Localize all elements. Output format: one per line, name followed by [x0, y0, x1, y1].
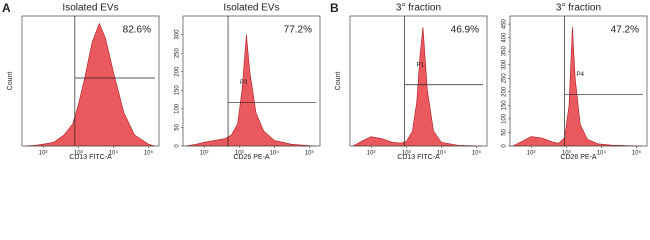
x-tick-label: 10⁵ [632, 150, 642, 157]
gate-label: P3 [240, 80, 248, 86]
y-tick-label: 0 [502, 144, 508, 148]
x-tick-label: 10² [39, 151, 48, 157]
y-tick-label: 150 [502, 100, 508, 111]
figure: A Isolated EVs 10² 10³ 10⁴ 10⁵ CD13 FITC-A Coun… [2, 1, 648, 161]
panel-label: B [330, 1, 339, 15]
panel-label: A [2, 1, 11, 15]
plot-frame [509, 15, 648, 147]
y-axis-label: Count [335, 72, 342, 91]
x-tick-label: 10⁵ [472, 150, 482, 157]
y-axis-label: Count [7, 72, 14, 91]
histogram [352, 27, 483, 147]
plot-frame [21, 15, 160, 147]
x-tick-label: 10² [527, 151, 536, 157]
y-tick-label: 200 [502, 86, 508, 97]
histogram [24, 22, 155, 147]
y-tick-label: 50 [175, 123, 181, 130]
x-tick-label: 10³ [74, 151, 83, 157]
plot-frame [349, 15, 488, 147]
y-tick-label: 100 [175, 103, 181, 114]
x-axis-label: CD13 FITC-A [397, 154, 440, 161]
gate-percent: 77.2% [284, 25, 312, 36]
chart-title: Isolated EVs [62, 3, 118, 14]
chart-title: 3° fraction [396, 3, 441, 14]
chart-title: Isolated EVs [223, 3, 279, 14]
gate-label: P1 [417, 62, 425, 68]
x-tick-label: 10³ [402, 151, 411, 157]
y-tick-label: 100 [502, 113, 508, 124]
y-tick-label: 150 [175, 85, 181, 96]
y-tick-label: 50 [502, 128, 508, 135]
x-tick-label: 10⁵ [305, 150, 315, 157]
y-tick-label: 300 [175, 29, 181, 40]
y-tick-label: 400 [502, 32, 508, 43]
y-tick-label: 200 [175, 66, 181, 77]
y-tick-label: 250 [502, 73, 508, 84]
histogram [512, 26, 643, 147]
x-tick-label: 10² [367, 151, 376, 157]
x-axis-label: CD13 FITC-A [69, 154, 112, 161]
x-axis-label: CD26 PE-A [560, 154, 597, 161]
x-tick-label: 10⁴ [270, 150, 280, 157]
gate-percent: 82.6% [123, 25, 151, 36]
x-axis-label: CD26 PE-A [233, 154, 270, 161]
x-tick-label: 10³ [562, 151, 571, 157]
y-tick-label: 350 [502, 46, 508, 57]
histogram [185, 34, 316, 147]
x-tick-label: 10³ [235, 151, 244, 157]
x-tick-label: 10⁵ [144, 150, 154, 157]
y-tick-label: 0 [175, 144, 181, 148]
x-tick-label: 10⁴ [109, 150, 119, 157]
y-tick-label: 300 [502, 59, 508, 70]
x-tick-label: 10⁴ [597, 150, 607, 157]
gate-percent: 47.2% [611, 25, 639, 36]
y-tick-label: 250 [175, 47, 181, 58]
gate-label: P4 [577, 72, 585, 78]
plot-frame [182, 15, 321, 147]
chart-title: 3° fraction [556, 3, 601, 14]
gate-percent: 46.9% [451, 25, 479, 36]
x-tick-label: 10⁴ [437, 150, 447, 157]
x-tick-label: 10² [200, 151, 209, 157]
y-tick-label: 450 [502, 18, 508, 29]
